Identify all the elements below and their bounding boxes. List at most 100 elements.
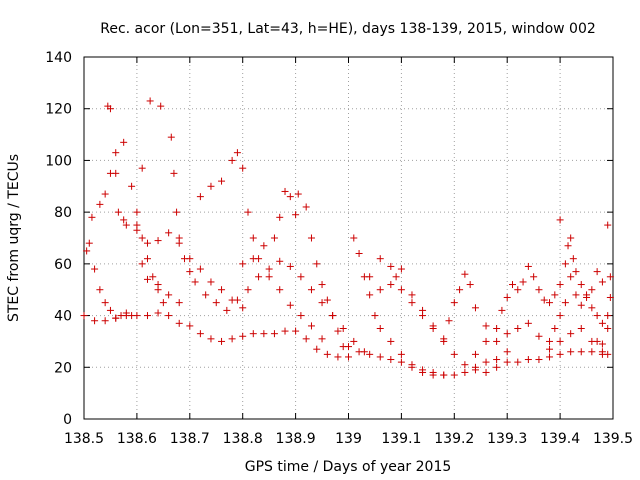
data-point bbox=[270, 330, 278, 338]
data-point bbox=[546, 299, 554, 307]
data-point bbox=[196, 193, 204, 201]
data-point bbox=[143, 312, 151, 320]
data-point bbox=[334, 327, 342, 335]
data-point bbox=[606, 273, 614, 281]
data-point bbox=[598, 348, 606, 356]
data-point bbox=[276, 257, 284, 265]
data-point bbox=[561, 299, 569, 307]
data-point bbox=[345, 343, 352, 351]
data-point bbox=[329, 312, 337, 320]
data-point bbox=[567, 273, 575, 281]
data-point bbox=[556, 312, 564, 320]
data-point bbox=[122, 221, 130, 229]
data-point bbox=[493, 337, 501, 345]
y-tick-label: 120 bbox=[45, 102, 72, 118]
data-point bbox=[482, 322, 490, 330]
data-point bbox=[572, 291, 580, 299]
data-point bbox=[493, 325, 501, 332]
data-point bbox=[408, 299, 416, 307]
data-point bbox=[265, 273, 273, 281]
data-point bbox=[606, 293, 614, 301]
data-point bbox=[598, 340, 606, 348]
data-point bbox=[561, 260, 569, 268]
data-point bbox=[392, 273, 400, 281]
data-point bbox=[524, 262, 532, 270]
data-point bbox=[120, 138, 128, 146]
data-point bbox=[503, 293, 511, 301]
data-point bbox=[294, 190, 302, 198]
data-point bbox=[173, 208, 181, 216]
x-tick-label: 138.9 bbox=[276, 431, 316, 447]
data-point bbox=[323, 350, 331, 358]
data-point bbox=[101, 190, 109, 198]
data-point bbox=[339, 325, 347, 332]
data-point bbox=[350, 337, 358, 345]
data-point bbox=[106, 105, 114, 113]
x-tick-label: 139.3 bbox=[487, 431, 527, 447]
data-point bbox=[376, 286, 384, 294]
data-point bbox=[91, 317, 99, 325]
data-point bbox=[556, 350, 564, 358]
data-point bbox=[598, 278, 606, 286]
data-point bbox=[514, 325, 522, 332]
data-point bbox=[228, 156, 236, 164]
data-point bbox=[387, 337, 395, 345]
data-point bbox=[376, 325, 384, 332]
data-point bbox=[186, 255, 194, 263]
data-point bbox=[244, 208, 252, 216]
data-point bbox=[302, 335, 310, 343]
data-point bbox=[440, 371, 448, 379]
x-tick-label: 138.5 bbox=[64, 431, 104, 447]
data-point bbox=[233, 149, 241, 157]
data-point bbox=[138, 164, 146, 172]
data-point bbox=[270, 234, 278, 242]
data-point bbox=[397, 358, 405, 366]
data-point bbox=[318, 281, 326, 289]
data-point bbox=[366, 273, 374, 281]
data-point bbox=[604, 221, 612, 229]
data-point bbox=[524, 319, 532, 327]
data-point bbox=[408, 291, 416, 299]
data-point bbox=[223, 306, 231, 314]
data-point bbox=[419, 306, 427, 314]
data-point bbox=[535, 332, 543, 340]
data-point bbox=[218, 286, 226, 294]
data-point bbox=[260, 242, 268, 250]
data-point bbox=[498, 306, 506, 314]
data-point bbox=[577, 325, 585, 332]
data-point bbox=[143, 239, 151, 247]
data-point bbox=[96, 200, 104, 208]
data-point bbox=[83, 247, 91, 255]
data-point bbox=[281, 187, 289, 195]
data-point bbox=[133, 221, 141, 229]
x-tick-label: 139.2 bbox=[434, 431, 474, 447]
data-point bbox=[85, 239, 93, 247]
data-point bbox=[482, 368, 490, 376]
data-point bbox=[461, 270, 469, 278]
data-point bbox=[249, 255, 257, 263]
data-point bbox=[186, 268, 194, 276]
data-point bbox=[556, 281, 564, 289]
x-tick-label: 138.7 bbox=[170, 431, 210, 447]
data-point bbox=[551, 325, 559, 332]
data-point bbox=[239, 332, 247, 340]
data-point bbox=[207, 278, 215, 286]
data-point bbox=[350, 234, 358, 242]
data-point bbox=[101, 299, 109, 307]
data-point bbox=[191, 278, 199, 286]
data-point bbox=[588, 286, 596, 294]
data-point bbox=[334, 353, 342, 361]
data-point bbox=[535, 356, 543, 364]
data-point bbox=[556, 216, 564, 224]
x-tick-label: 138.6 bbox=[117, 431, 157, 447]
data-point bbox=[577, 281, 585, 289]
data-point bbox=[106, 306, 114, 314]
data-point bbox=[318, 299, 326, 307]
data-point bbox=[207, 182, 215, 190]
data-point bbox=[604, 312, 612, 320]
data-point bbox=[556, 337, 564, 345]
data-point bbox=[429, 371, 437, 379]
grid-lines bbox=[84, 57, 613, 419]
data-point bbox=[143, 275, 151, 283]
data-point bbox=[493, 356, 501, 364]
